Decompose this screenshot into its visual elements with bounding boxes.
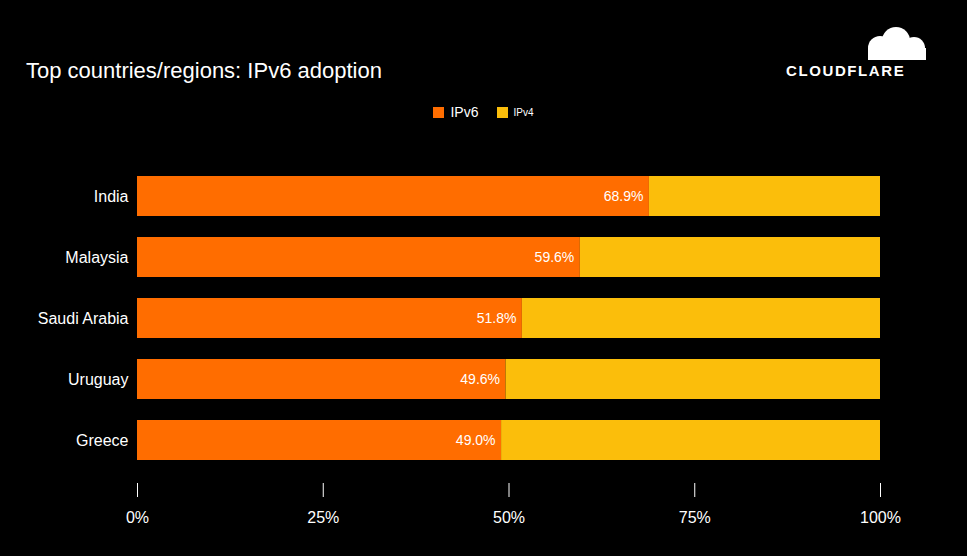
html-text:IPv6: IPv6 (450, 104, 479, 120)
svg-text:59.6%: 59.6% (535, 249, 575, 265)
svg-text:49.0%: 49.0% (456, 432, 496, 448)
svg-text:Uruguay: Uruguay (68, 371, 128, 388)
svg-text:50%: 50% (493, 509, 525, 526)
svg-text:Greece: Greece (76, 432, 129, 449)
svg-text:51.8%: 51.8% (477, 310, 517, 326)
svg-text:75%: 75% (679, 509, 711, 526)
svg-text:India: India (94, 188, 129, 205)
svg-text:Malaysia: Malaysia (65, 249, 128, 266)
svg-text:100%: 100% (860, 509, 901, 526)
svg-text:49.6%: 49.6% (460, 371, 500, 387)
svg-text:68.9%: 68.9% (604, 188, 644, 204)
svg-text:Saudi Arabia: Saudi Arabia (38, 310, 129, 327)
svg-text:0%: 0% (126, 509, 149, 526)
svg-text:25%: 25% (307, 509, 339, 526)
html-text:CLOUDFLARE: CLOUDFLARE (786, 62, 906, 79)
html-text:IPv4: IPv4 (513, 106, 534, 118)
html-text:Top countries/regions: IPv6 ad: Top countries/regions: IPv6 adoption (26, 58, 382, 83)
